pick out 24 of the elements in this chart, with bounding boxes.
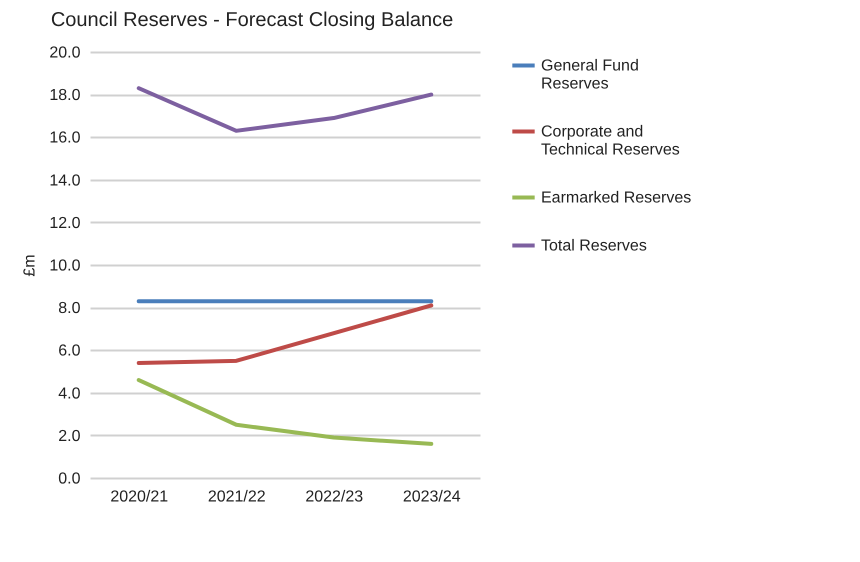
y-tick-label: 4.0	[58, 385, 81, 402]
y-tick-label: 18.0	[49, 87, 81, 104]
y-tick-label: 12.0	[49, 214, 81, 232]
x-tick-label: 2022/23	[305, 488, 364, 506]
y-tick-label: 6.0	[58, 342, 81, 360]
x-tick-label: 2023/24	[402, 488, 461, 506]
line-series	[136, 86, 434, 133]
line-series	[136, 303, 434, 365]
y-tick-label: 10.0	[49, 258, 81, 274]
legend-label: Corporate and Technical Reserves	[541, 124, 680, 158]
x-tick-label: 2021/22	[208, 488, 266, 506]
y-axis-title: £m	[21, 254, 38, 277]
y-tick-label: 8.0	[58, 300, 81, 318]
line-series	[136, 378, 434, 446]
legend-label: Earmarked Reserves	[541, 190, 692, 206]
y-tick-label: 16.0	[49, 130, 81, 147]
y-tick-label: 2.0	[58, 428, 81, 445]
chart-title: Council Reserves - Forecast Closing Balance	[50, 9, 454, 31]
legend-label: General Fund Reserves	[541, 58, 639, 92]
legend-label: Total Reserves	[541, 238, 647, 254]
y-tick-label: 14.0	[49, 172, 81, 190]
y-tick-label: 0.0	[58, 470, 81, 488]
y-tick-label: 20.0	[49, 44, 81, 62]
x-tick-label: 2020/21	[110, 488, 168, 506]
